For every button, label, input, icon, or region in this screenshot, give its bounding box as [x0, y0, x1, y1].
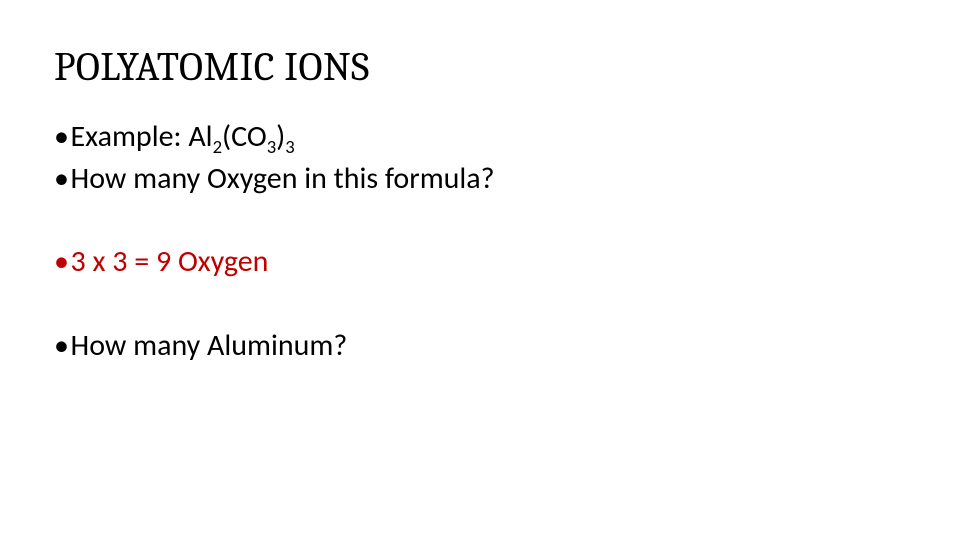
formula-part: ) — [276, 118, 285, 155]
bullet-dot-icon: • — [54, 327, 71, 365]
bullet-item: • Example: Al2(CO3)3 — [54, 118, 906, 156]
bullet-text: How many Aluminum? — [71, 327, 907, 365]
bullet-text: Example: Al2(CO3)3 — [71, 118, 907, 156]
bullet-list: • Example: Al2(CO3)3 • How many Oxygen i… — [54, 118, 906, 364]
bullet-item: • 3 x 3 = 9 Oxygen — [54, 243, 906, 281]
bullet-text: How many Oxygen in this formula? — [71, 160, 907, 198]
bullet-dot-icon: • — [54, 160, 71, 198]
bullet-dot-icon: • — [54, 118, 71, 156]
slide-title: POLYATOMIC IONS — [54, 44, 906, 90]
bullet-text: 3 x 3 = 9 Oxygen — [71, 243, 907, 281]
bullet-item: • How many Aluminum? — [54, 327, 906, 365]
formula-part: (CO — [222, 118, 267, 155]
formula-part: Al — [188, 118, 212, 155]
formula-subscript: 3 — [267, 135, 276, 158]
slide: POLYATOMIC IONS • Example: Al2(CO3)3 • H… — [0, 0, 960, 540]
bullet-dot-icon: • — [54, 243, 71, 281]
example-prefix: Example: — [71, 118, 189, 155]
formula-subscript: 3 — [285, 135, 294, 158]
formula-subscript: 2 — [213, 135, 222, 158]
bullet-item: • How many Oxygen in this formula? — [54, 160, 906, 198]
